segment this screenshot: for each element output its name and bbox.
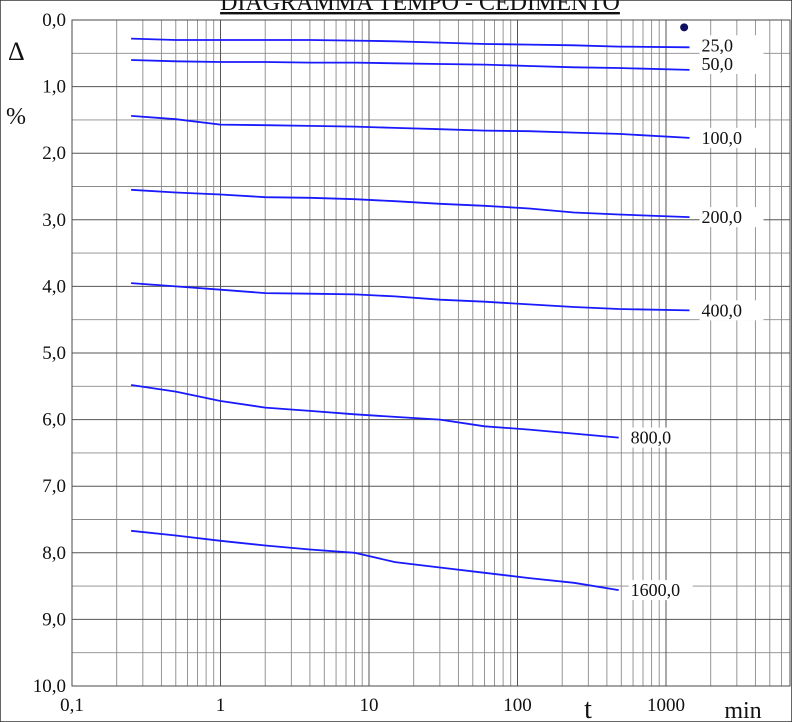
y-tick-label: 0,0 (42, 10, 66, 31)
y-tick-label: 10,0 (33, 676, 66, 697)
series-layer (130, 37, 690, 591)
labels-layer: 0,0 1,0 2,0 3,0 4,0 5,0 6,0 7,0 8,0 9,0 10,00,1 1 10… (33, 10, 764, 716)
series-label-bg (628, 580, 693, 601)
series-label: 1600,0 (631, 580, 681, 600)
x-tick-label: 1000 (647, 695, 685, 716)
x-tick-label: 10 (360, 695, 379, 716)
series-label-bg (699, 127, 764, 148)
x-tick-label: 0,1 (60, 695, 84, 716)
y-tick-label: 9,0 (42, 609, 66, 630)
series-label: 25,0 (702, 35, 734, 55)
series-line-4 (131, 282, 690, 312)
y-axis-unit: % (6, 104, 26, 130)
x-tick-label: 1 (216, 695, 226, 716)
series-line-2 (131, 115, 690, 139)
chart-title: DIAGRAMMA TEMPO - CEDIMENTO (220, 0, 620, 16)
y-tick-label: 8,0 (42, 543, 66, 564)
series-label: 400,0 (702, 300, 743, 320)
y-tick-label: 3,0 (42, 210, 66, 231)
y-tick-label: 1,0 (42, 77, 66, 98)
series-label-bg (628, 427, 693, 448)
series-label: 800,0 (631, 428, 672, 448)
series-line-6 (131, 529, 619, 591)
series-label-bg (699, 35, 764, 56)
y-tick-label: 6,0 (42, 410, 66, 431)
y-axis-symbol: Δ (8, 37, 25, 66)
x-tick-label: 100 (503, 695, 532, 716)
y-tick-label: 7,0 (42, 476, 66, 497)
plot-frame (71, 19, 791, 687)
series-label: 100,0 (702, 128, 743, 148)
series-line-3 (131, 188, 690, 218)
series-label-bg (699, 300, 764, 321)
series-line-0 (131, 37, 690, 49)
x-axis-unit: min (724, 698, 761, 722)
series-label-bg (699, 53, 764, 74)
series-label: 200,0 (702, 207, 743, 227)
marker-dot (680, 23, 689, 32)
y-tick-label: 2,0 (42, 143, 66, 164)
y-tick-label: 4,0 (42, 276, 66, 297)
x-axis-label: t (584, 694, 592, 722)
series-label: 50,0 (702, 54, 734, 74)
y-tick-label: 5,0 (42, 343, 66, 364)
series-label-bg (699, 207, 764, 228)
series-line-5 (130, 384, 619, 439)
series-line-1 (131, 59, 690, 71)
